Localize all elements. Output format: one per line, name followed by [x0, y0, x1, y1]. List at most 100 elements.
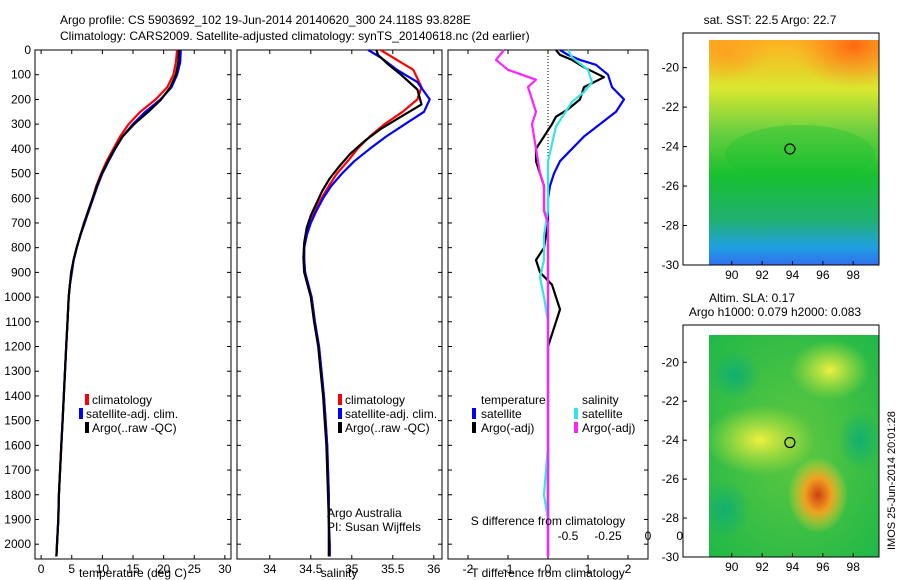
- depth-tick-label: 800: [11, 241, 31, 255]
- salinity-legend: climatology satellite-adj. clim. Argo(..…: [338, 393, 437, 435]
- x-tick-label: 30: [218, 562, 232, 576]
- depth-tick-label: 1000: [4, 290, 31, 304]
- difference-legend: temperature salinity satellite Argo(-adj…: [472, 393, 635, 435]
- depth-tick-label: 1900: [4, 512, 31, 526]
- series-line-satellite-adj-clim-: [55, 49, 182, 557]
- legend-swatch-climatology: [338, 394, 342, 405]
- map-y-tick-label: -22: [662, 100, 680, 114]
- salinity-panel: 34 34.5 35 35.5 36 salinity climatology sate…: [236, 49, 443, 580]
- map-x-tick-label: 94: [786, 268, 800, 282]
- sla-heatmap: [709, 335, 879, 557]
- map-x-tick-label: 92: [755, 268, 769, 282]
- map-y-tick-label: -26: [662, 179, 680, 193]
- s-diff-tick-label: -0.5: [558, 529, 579, 543]
- depth-tick-label: 1200: [4, 340, 31, 354]
- depth-tick-label: 1600: [4, 438, 31, 452]
- legend-swatch-s-satellite: [574, 408, 578, 419]
- depth-tick-label: 2000: [4, 537, 31, 551]
- series-line-argo-adj-: [494, 49, 550, 557]
- map-y-tick-label: -30: [662, 550, 680, 564]
- legend-swatch-t-argo: [472, 422, 476, 433]
- map-y-tick-label: -28: [662, 219, 680, 233]
- header-line-1: Argo profile: CS 5903692_102 19-Jun-2014…: [60, 13, 471, 27]
- depth-axis-ticks: 0 100 200 300 400 500 600 700 800 900 1000 1100 1200…: [4, 43, 648, 551]
- legend-temperature-title: temperature: [481, 393, 546, 407]
- legend-swatch-s-argo: [574, 422, 578, 433]
- x-tick-label: 1: [585, 562, 592, 576]
- legend-climatology: climatology: [345, 393, 405, 407]
- legend-satellite: satellite-adj. clim.: [345, 407, 437, 421]
- sla-map-panel: Altim. SLA: 0.17 Argo h1000: 0.079 h2000…: [662, 291, 880, 574]
- side-label: IMOS 25-Jun-2014 20:01:28: [886, 411, 898, 550]
- sst-map-title: sat. SST: 22.5 Argo: 22.7: [704, 13, 837, 27]
- sla-patch-1: [709, 405, 815, 475]
- map-y-tick-label: -22: [662, 394, 680, 408]
- depth-tick-label: 1800: [4, 488, 31, 502]
- x-tick-label: -1: [503, 562, 514, 576]
- depth-tick-label: 600: [11, 191, 31, 205]
- sla-map-frame: [682, 324, 880, 558]
- x-tick-label: 2: [625, 562, 632, 576]
- sla-patch-5: [838, 410, 879, 470]
- depth-tick-label: 1300: [4, 364, 31, 378]
- difference-top-label: S difference from climatology: [471, 514, 626, 528]
- legend-climatology: climatology: [92, 393, 152, 407]
- sla-map-subtitle: Argo h1000: 0.079 h2000: 0.083: [689, 305, 861, 319]
- sla-patch-4: [709, 480, 750, 540]
- legend-argo: Argo(..raw -QC): [345, 421, 430, 435]
- temperature-lines: [55, 49, 182, 557]
- series-line-argo-raw-qc-: [302, 49, 423, 557]
- temperature-axis-ticks: 0 5 10 15 20 25 30: [38, 50, 232, 576]
- map-x-tick-label: 98: [847, 268, 861, 282]
- sla-patch-3: [788, 457, 848, 533]
- x-tick-label: 15: [126, 562, 140, 576]
- series-line-satellite: [546, 49, 626, 557]
- difference-lines: [494, 49, 626, 557]
- map-y-tick-label: -28: [662, 511, 680, 525]
- x-tick-label: 0: [38, 562, 45, 576]
- depth-tick-label: 100: [11, 68, 31, 82]
- temperature-legend: climatology satellite-adj. clim. Argo(..…: [79, 393, 178, 435]
- depth-tick-label: 1100: [5, 315, 31, 329]
- difference-xlabel: T difference from climatology: [471, 566, 625, 580]
- legend-swatch-argo: [85, 422, 89, 433]
- depth-tick-label: 500: [11, 167, 31, 181]
- map-y-tick-label: -24: [662, 433, 680, 447]
- x-tick-label: 5: [68, 562, 75, 576]
- s-diff-tick-label: 0: [645, 529, 652, 543]
- map-x-tick-label: 98: [847, 560, 861, 574]
- depth-tick-label: 1700: [4, 463, 31, 477]
- depth-tick-label: 400: [11, 142, 31, 156]
- x-tick-label: 34.5: [299, 562, 323, 576]
- depth-tick-label: 700: [11, 216, 31, 230]
- sst-map-frame: [682, 32, 880, 266]
- depth-tick-label: 300: [11, 117, 31, 131]
- s-diff-tick-label: -0.25: [594, 529, 622, 543]
- x-tick-label: 20: [157, 562, 171, 576]
- map-x-tick-label: 90: [725, 268, 739, 282]
- annotation-line-2: PI: Susan Wijffels: [327, 520, 421, 534]
- argo-position-marker: [784, 436, 796, 449]
- depth-tick-label: 900: [11, 265, 31, 279]
- legend-swatch-satellite: [79, 408, 83, 419]
- series-line-satellite-adj-clim-: [303, 49, 431, 557]
- sst-map-panel: sat. SST: 22.5 Argo: 22.7 90 92 94 96 98 -20 -…: [662, 13, 880, 282]
- legend-satellite: satellite-adj. clim.: [86, 407, 178, 421]
- map-y-tick-label: -30: [662, 258, 680, 272]
- salinity-xlabel: salinity: [321, 566, 358, 580]
- map-x-tick-label: 90: [725, 560, 739, 574]
- sst-heatmap: [709, 40, 879, 265]
- sst-left-patch: [709, 40, 879, 160]
- x-tick-label: 34: [263, 562, 277, 576]
- sla-map-ticks: 90 92 94 96 98 -20 -22 -24 -26 -28 -30: [662, 355, 861, 574]
- map-x-tick-label: 96: [816, 268, 830, 282]
- sla-patch-6: [710, 350, 760, 400]
- legend-swatch-argo: [338, 422, 342, 433]
- annotation-line-1: Argo Australia: [327, 506, 402, 520]
- legend-swatch-climatology: [85, 394, 89, 405]
- salinity-axis-ticks: 34 34.5 35 35.5 36: [263, 50, 441, 576]
- argo-position-marker: [784, 143, 796, 155]
- x-tick-label: 35.5: [381, 562, 405, 576]
